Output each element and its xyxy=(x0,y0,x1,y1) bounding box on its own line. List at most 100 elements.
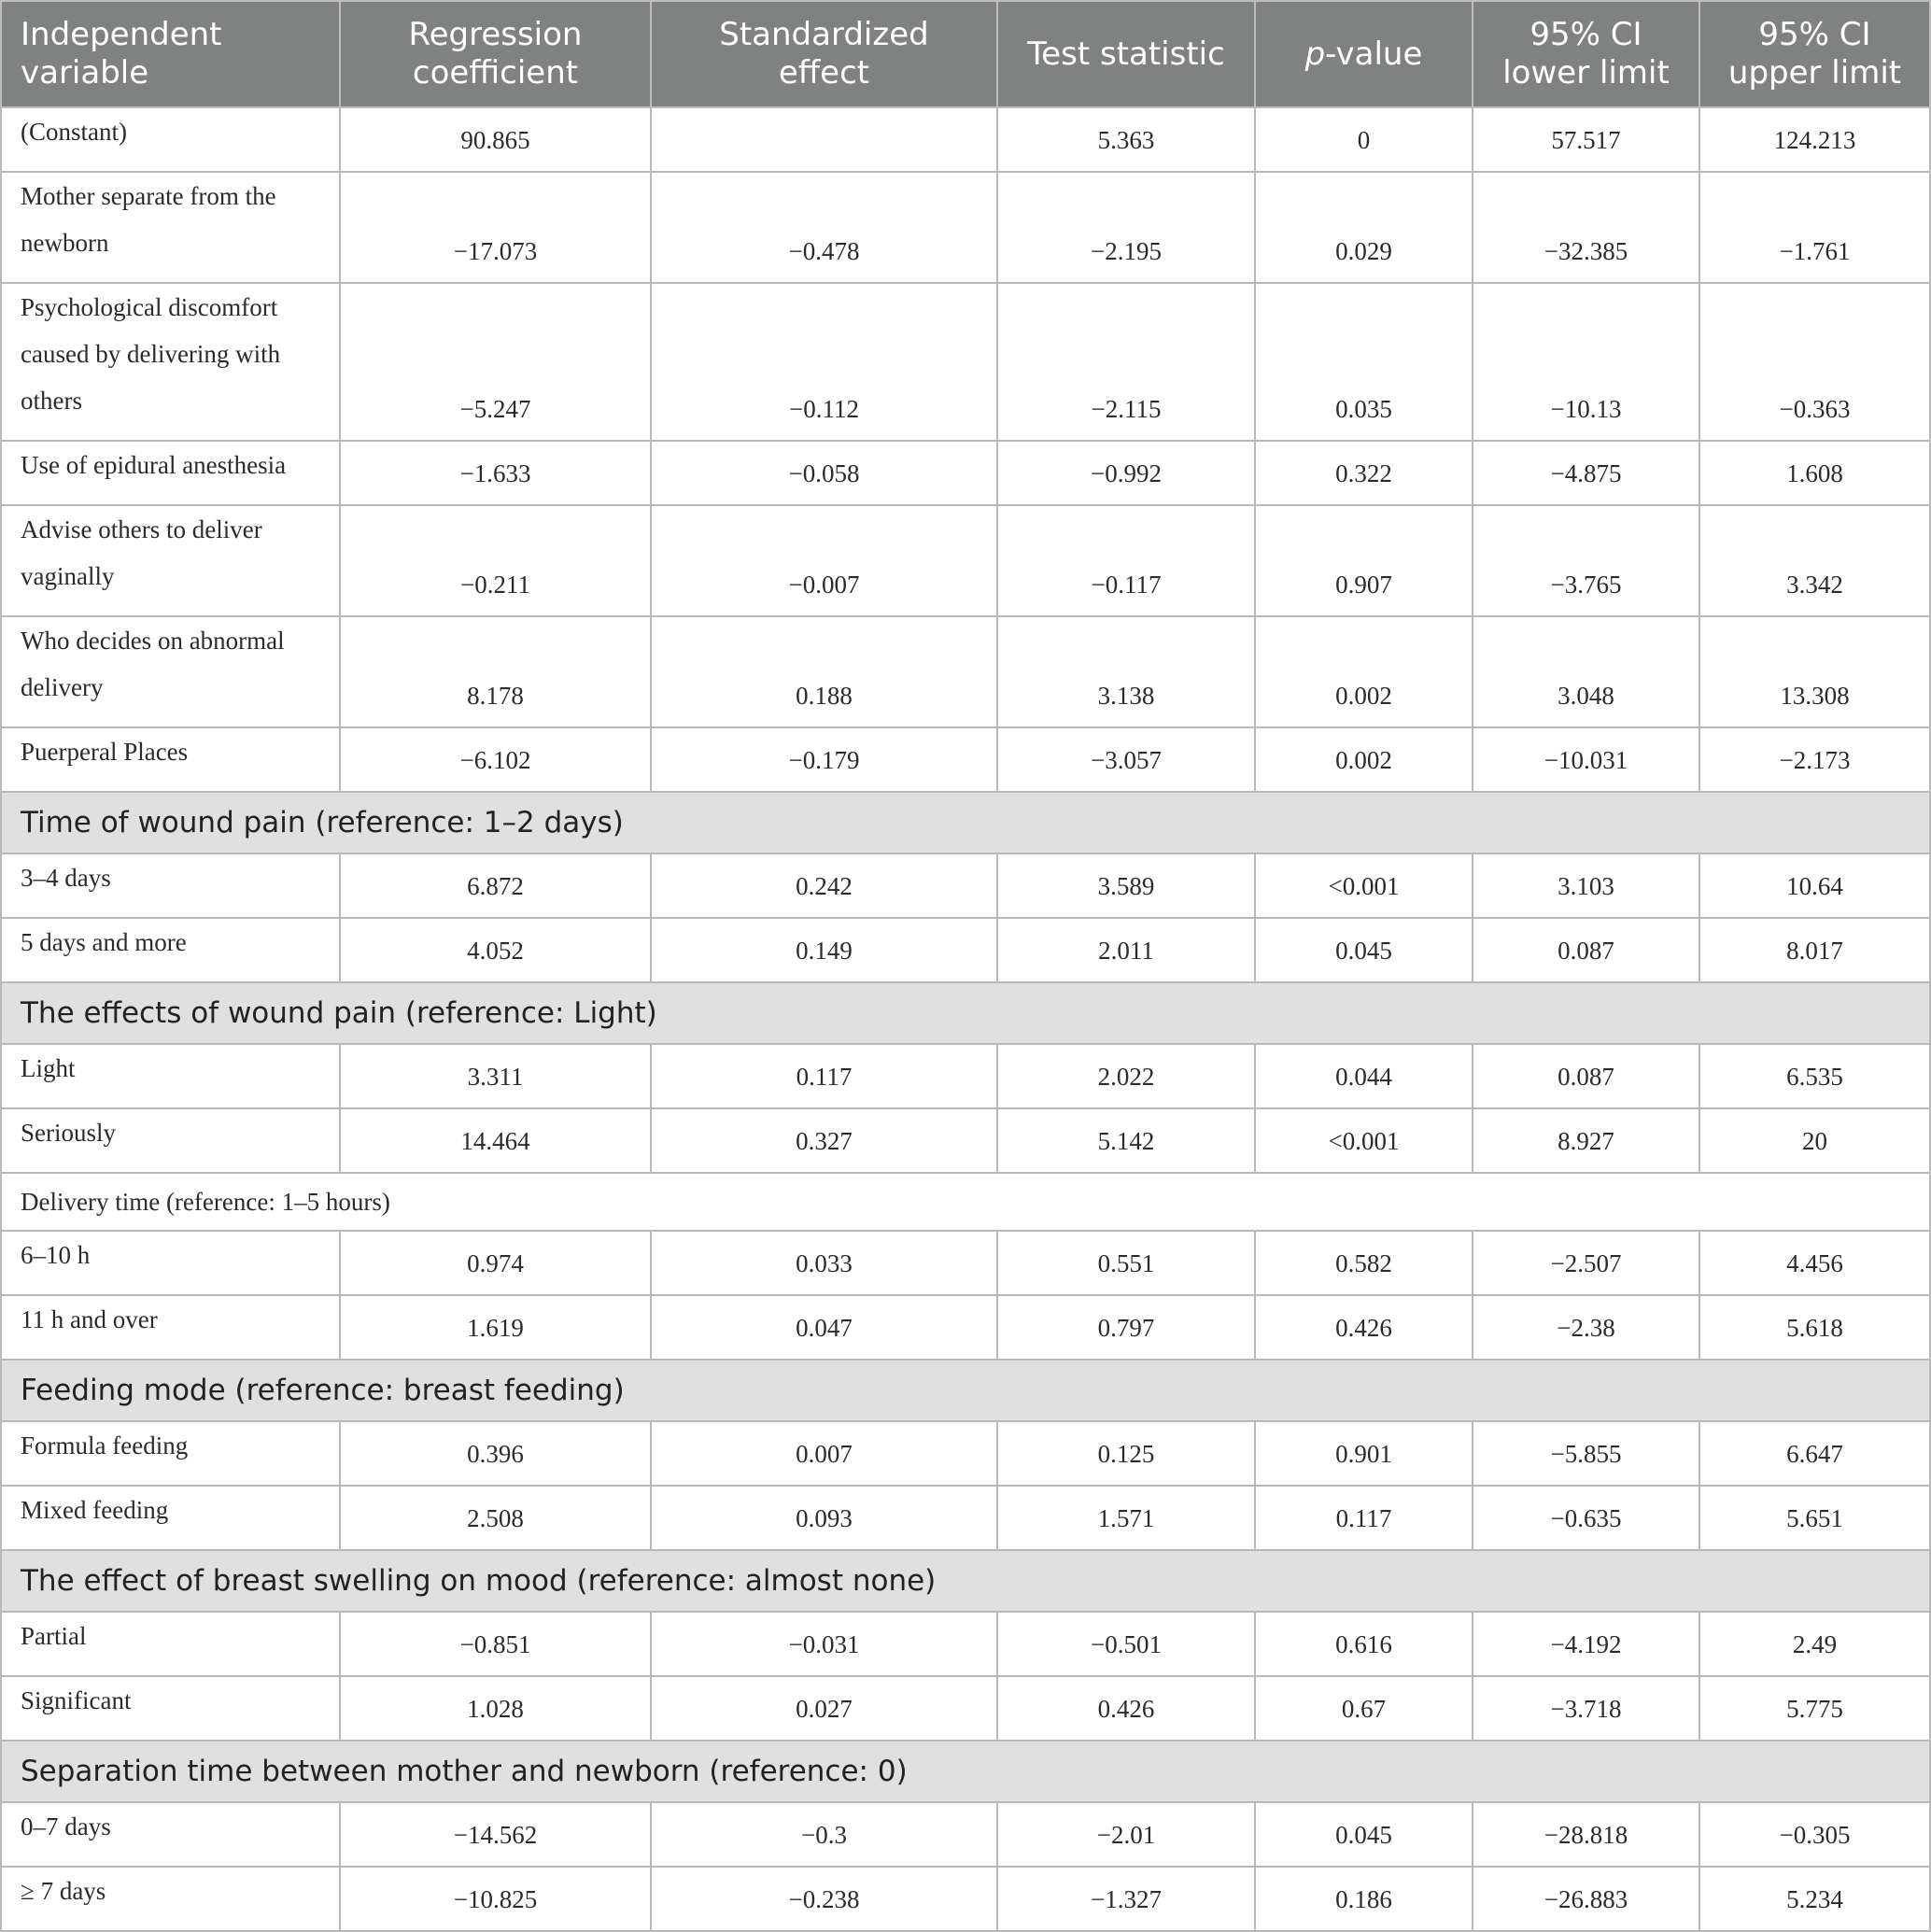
cell-regression-coefficient: −10.825 xyxy=(339,1866,652,1932)
cell-p-value: 0.901 xyxy=(1254,1420,1473,1487)
cell-p-value: 0 xyxy=(1254,106,1473,173)
table-body: (Constant) 90.865 5.363 0 57.517 124.213 Mothe… xyxy=(0,106,1931,1932)
row-label: ≥ 7 days xyxy=(0,1866,341,1932)
row-label: Formula feeding xyxy=(0,1420,341,1487)
cell-ci-lower: 0.087 xyxy=(1472,1043,1700,1109)
cell-ci-upper: 5.234 xyxy=(1698,1866,1931,1932)
section-heading: Separation time between mother and newbo… xyxy=(0,1740,1931,1803)
cell-ci-lower: −2.38 xyxy=(1472,1294,1700,1361)
section-heading: Feeding mode (reference: breast feeding) xyxy=(0,1359,1931,1422)
table-row: 11 h and over 1.619 0.047 0.797 0.426 −2.38 5.… xyxy=(0,1294,1931,1361)
cell-ci-upper: 4.456 xyxy=(1698,1230,1931,1296)
cell-standardized-effect xyxy=(650,106,998,173)
cell-test-statistic: −2.01 xyxy=(996,1801,1256,1868)
cell-regression-coefficient: −17.073 xyxy=(339,171,652,284)
cell-p-value: 0.002 xyxy=(1254,615,1473,728)
section-row: Time of wound pain (reference: 1–2 days) xyxy=(0,791,1931,854)
cell-p-value: 0.322 xyxy=(1254,440,1473,506)
section-row: Separation time between mother and newbo… xyxy=(0,1740,1931,1803)
header-independent-variable: Independent variable xyxy=(0,0,341,108)
cell-ci-upper: −2.173 xyxy=(1698,726,1931,793)
row-label: Mixed feeding xyxy=(0,1485,341,1551)
section-heading: Time of wound pain (reference: 1–2 days) xyxy=(0,791,1931,854)
cell-test-statistic: −0.117 xyxy=(996,504,1256,617)
cell-regression-coefficient: 2.508 xyxy=(339,1485,652,1551)
cell-test-statistic: −0.992 xyxy=(996,440,1256,506)
cell-ci-lower: −2.507 xyxy=(1472,1230,1700,1296)
cell-ci-upper: 20 xyxy=(1698,1107,1931,1174)
header-ci-upper: 95% CI upper limit xyxy=(1698,0,1931,108)
table-row: Mother separate from the newborn −17.073−… xyxy=(0,171,1931,284)
cell-p-value: 0.907 xyxy=(1254,504,1473,617)
cell-ci-upper: 3.342 xyxy=(1698,504,1931,617)
cell-regression-coefficient: −0.851 xyxy=(339,1611,652,1677)
cell-ci-upper: 124.213 xyxy=(1698,106,1931,173)
row-label: Psychological discomfort caused by deliv… xyxy=(0,282,341,442)
table-header: Independent variable Regression coeffici… xyxy=(0,0,1931,108)
row-label: 3–4 days xyxy=(0,853,341,919)
cell-regression-coefficient: 6.872 xyxy=(339,853,652,919)
row-label: Puerperal Places xyxy=(0,726,341,793)
cell-ci-lower: 3.048 xyxy=(1472,615,1700,728)
cell-p-value: 0.002 xyxy=(1254,726,1473,793)
row-label: Significant xyxy=(0,1675,341,1742)
header-test-statistic: Test statistic xyxy=(996,0,1256,108)
cell-ci-lower: −5.855 xyxy=(1472,1420,1700,1487)
table-row: Use of epidural anesthesia −1.633 −0.058 −0… xyxy=(0,440,1931,506)
cell-regression-coefficient: 8.178 xyxy=(339,615,652,728)
row-label: Advise others to deliver vaginally xyxy=(0,504,341,617)
cell-standardized-effect: 0.117 xyxy=(650,1043,998,1109)
row-label: Partial xyxy=(0,1611,341,1677)
cell-ci-upper: 5.618 xyxy=(1698,1294,1931,1361)
cell-ci-upper: 5.651 xyxy=(1698,1485,1931,1551)
cell-test-statistic: 2.022 xyxy=(996,1043,1256,1109)
cell-ci-lower: −26.883 xyxy=(1472,1866,1700,1932)
table-row: Seriously 14.464 0.327 5.142 <0.001 8.927 20 xyxy=(0,1107,1931,1174)
cell-ci-lower: −32.385 xyxy=(1472,171,1700,284)
cell-test-statistic: −1.327 xyxy=(996,1866,1256,1932)
cell-standardized-effect: −0.179 xyxy=(650,726,998,793)
cell-test-statistic: 0.551 xyxy=(996,1230,1256,1296)
cell-p-value: 0.045 xyxy=(1254,1801,1473,1868)
cell-regression-coefficient: −6.102 xyxy=(339,726,652,793)
cell-standardized-effect: −0.112 xyxy=(650,282,998,442)
cell-standardized-effect: −0.007 xyxy=(650,504,998,617)
cell-ci-upper: 5.775 xyxy=(1698,1675,1931,1742)
cell-test-statistic: 0.125 xyxy=(996,1420,1256,1487)
cell-regression-coefficient: −1.633 xyxy=(339,440,652,506)
cell-regression-coefficient: −0.211 xyxy=(339,504,652,617)
table-row: ≥ 7 days −10.825 −0.238 −1.327 0.186 −26.883 5… xyxy=(0,1866,1931,1932)
section-row: Delivery time (reference: 1–5 hours) xyxy=(0,1172,1931,1232)
cell-standardized-effect: −0.031 xyxy=(650,1611,998,1677)
cell-p-value: 0.117 xyxy=(1254,1485,1473,1551)
cell-standardized-effect: 0.007 xyxy=(650,1420,998,1487)
cell-test-statistic: 3.589 xyxy=(996,853,1256,919)
row-label: 6–10 h xyxy=(0,1230,341,1296)
cell-regression-coefficient: −14.562 xyxy=(339,1801,652,1868)
cell-test-statistic: −2.115 xyxy=(996,282,1256,442)
cell-test-statistic: −0.501 xyxy=(996,1611,1256,1677)
cell-test-statistic: 0.797 xyxy=(996,1294,1256,1361)
table-row: Advise others to deliver vaginally −0.211… xyxy=(0,504,1931,617)
cell-p-value: 0.582 xyxy=(1254,1230,1473,1296)
table-row: Partial −0.851 −0.031 −0.501 0.616 −4.192 2.49 xyxy=(0,1611,1931,1677)
cell-regression-coefficient: 90.865 xyxy=(339,106,652,173)
row-label: Seriously xyxy=(0,1107,341,1174)
cell-p-value: 0.67 xyxy=(1254,1675,1473,1742)
cell-regression-coefficient: 1.619 xyxy=(339,1294,652,1361)
header-regression-coefficient: Regression coefficient xyxy=(339,0,652,108)
row-label: Light xyxy=(0,1043,341,1109)
cell-ci-upper: −1.761 xyxy=(1698,171,1931,284)
header-ci-lower: 95% CI lower limit xyxy=(1472,0,1700,108)
row-label: 0–7 days xyxy=(0,1801,341,1868)
table-row: 3–4 days 6.872 0.242 3.589 <0.001 3.103 10.64 xyxy=(0,853,1931,919)
cell-ci-lower: −10.031 xyxy=(1472,726,1700,793)
cell-ci-upper: 2.49 xyxy=(1698,1611,1931,1677)
cell-ci-lower: −3.718 xyxy=(1472,1675,1700,1742)
table-row: Puerperal Places −6.102 −0.179 −3.057 0.002−… xyxy=(0,726,1931,793)
cell-standardized-effect: −0.3 xyxy=(650,1801,998,1868)
section-row: Feeding mode (reference: breast feeding) xyxy=(0,1359,1931,1422)
cell-standardized-effect: 0.188 xyxy=(650,615,998,728)
cell-test-statistic: 3.138 xyxy=(996,615,1256,728)
cell-p-value: <0.001 xyxy=(1254,853,1473,919)
